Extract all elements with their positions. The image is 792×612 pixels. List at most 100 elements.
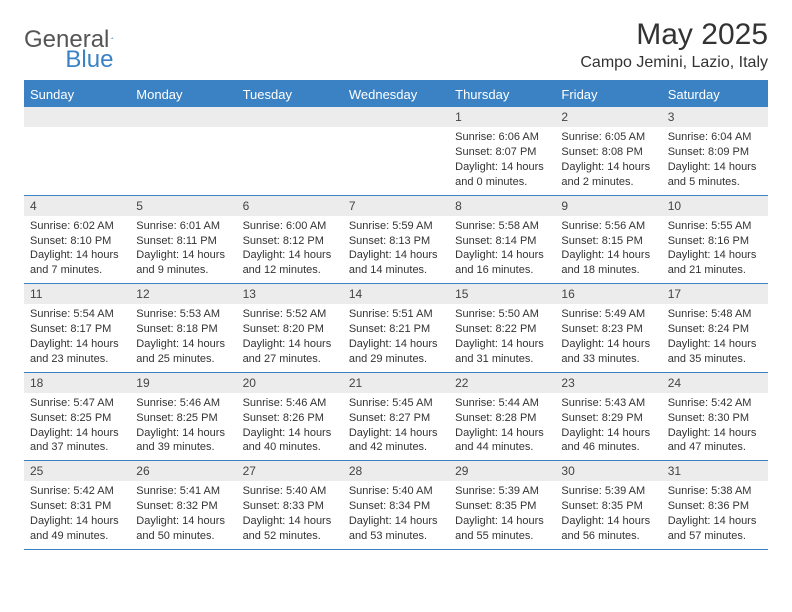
weekday-header: Thursday [449,82,555,107]
calendar-day: 4Sunrise: 6:02 AMSunset: 8:10 PMDaylight… [24,196,130,284]
day-number: 13 [237,284,343,304]
calendar-day: 30Sunrise: 5:39 AMSunset: 8:35 PMDayligh… [555,461,661,549]
calendar-day: 2Sunrise: 6:05 AMSunset: 8:08 PMDaylight… [555,107,661,195]
day-details: Sunrise: 5:42 AMSunset: 8:30 PMDaylight:… [662,393,768,460]
day-number: 8 [449,196,555,216]
calendar-day: 7Sunrise: 5:59 AMSunset: 8:13 PMDaylight… [343,196,449,284]
calendar-day: 3Sunrise: 6:04 AMSunset: 8:09 PMDaylight… [662,107,768,195]
day-details: Sunrise: 6:06 AMSunset: 8:07 PMDaylight:… [449,127,555,194]
day-number: 4 [24,196,130,216]
calendar-day: 25Sunrise: 5:42 AMSunset: 8:31 PMDayligh… [24,461,130,549]
day-number: 29 [449,461,555,481]
day-details: Sunrise: 5:38 AMSunset: 8:36 PMDaylight:… [662,481,768,548]
day-details: Sunrise: 5:50 AMSunset: 8:22 PMDaylight:… [449,304,555,371]
day-number: 30 [555,461,661,481]
sail-icon [111,28,113,48]
day-number: 7 [343,196,449,216]
day-details: Sunrise: 5:40 AMSunset: 8:34 PMDaylight:… [343,481,449,548]
day-details: Sunrise: 5:49 AMSunset: 8:23 PMDaylight:… [555,304,661,371]
calendar-day: 23Sunrise: 5:43 AMSunset: 8:29 PMDayligh… [555,373,661,461]
day-details: Sunrise: 5:45 AMSunset: 8:27 PMDaylight:… [343,393,449,460]
title-block: May 2025 Campo Jemini, Lazio, Italy [580,18,768,72]
month-title: May 2025 [580,18,768,52]
day-number: 26 [130,461,236,481]
day-number: 14 [343,284,449,304]
day-number: 23 [555,373,661,393]
calendar-day: 27Sunrise: 5:40 AMSunset: 8:33 PMDayligh… [237,461,343,549]
day-details: Sunrise: 5:43 AMSunset: 8:29 PMDaylight:… [555,393,661,460]
day-details: Sunrise: 6:02 AMSunset: 8:10 PMDaylight:… [24,216,130,283]
calendar-day: 13Sunrise: 5:52 AMSunset: 8:20 PMDayligh… [237,284,343,372]
day-number: 25 [24,461,130,481]
day-number: 22 [449,373,555,393]
weekday-header-row: Sunday Monday Tuesday Wednesday Thursday… [24,82,768,107]
day-details: Sunrise: 6:04 AMSunset: 8:09 PMDaylight:… [662,127,768,194]
calendar-day: 1Sunrise: 6:06 AMSunset: 8:07 PMDaylight… [449,107,555,195]
day-number: 5 [130,196,236,216]
calendar-day: 10Sunrise: 5:55 AMSunset: 8:16 PMDayligh… [662,196,768,284]
weekday-header: Friday [555,82,661,107]
day-number: 31 [662,461,768,481]
day-number: 2 [555,107,661,127]
calendar-week: 18Sunrise: 5:47 AMSunset: 8:25 PMDayligh… [24,373,768,462]
weekday-header: Saturday [662,82,768,107]
calendar-day: 26Sunrise: 5:41 AMSunset: 8:32 PMDayligh… [130,461,236,549]
day-details: Sunrise: 5:51 AMSunset: 8:21 PMDaylight:… [343,304,449,371]
calendar-day: 14Sunrise: 5:51 AMSunset: 8:21 PMDayligh… [343,284,449,372]
calendar-day: 6Sunrise: 6:00 AMSunset: 8:12 PMDaylight… [237,196,343,284]
calendar-day-empty [24,107,130,195]
day-details: Sunrise: 5:52 AMSunset: 8:20 PMDaylight:… [237,304,343,371]
calendar-day: 21Sunrise: 5:45 AMSunset: 8:27 PMDayligh… [343,373,449,461]
calendar-day: 8Sunrise: 5:58 AMSunset: 8:14 PMDaylight… [449,196,555,284]
day-number: 21 [343,373,449,393]
day-details: Sunrise: 5:46 AMSunset: 8:26 PMDaylight:… [237,393,343,460]
day-number: 10 [662,196,768,216]
day-number: 28 [343,461,449,481]
weekday-header: Tuesday [237,82,343,107]
brand-part2: Blue [65,46,113,74]
day-number: 24 [662,373,768,393]
day-number: 1 [449,107,555,127]
day-details: Sunrise: 5:42 AMSunset: 8:31 PMDaylight:… [24,481,130,548]
calendar-day: 12Sunrise: 5:53 AMSunset: 8:18 PMDayligh… [130,284,236,372]
calendar-day: 9Sunrise: 5:56 AMSunset: 8:15 PMDaylight… [555,196,661,284]
day-number: 16 [555,284,661,304]
location-text: Campo Jemini, Lazio, Italy [580,54,768,72]
day-number: 15 [449,284,555,304]
day-details: Sunrise: 5:53 AMSunset: 8:18 PMDaylight:… [130,304,236,371]
day-number: 17 [662,284,768,304]
calendar-day: 11Sunrise: 5:54 AMSunset: 8:17 PMDayligh… [24,284,130,372]
calendar-day: 29Sunrise: 5:39 AMSunset: 8:35 PMDayligh… [449,461,555,549]
day-number: 6 [237,196,343,216]
day-details: Sunrise: 6:01 AMSunset: 8:11 PMDaylight:… [130,216,236,283]
calendar-day: 24Sunrise: 5:42 AMSunset: 8:30 PMDayligh… [662,373,768,461]
day-details: Sunrise: 6:05 AMSunset: 8:08 PMDaylight:… [555,127,661,194]
calendar-body: 1Sunrise: 6:06 AMSunset: 8:07 PMDaylight… [24,107,768,550]
calendar-day: 22Sunrise: 5:44 AMSunset: 8:28 PMDayligh… [449,373,555,461]
brand-logo: General Blue [24,18,179,54]
calendar-day-empty [343,107,449,195]
day-details: Sunrise: 5:41 AMSunset: 8:32 PMDaylight:… [130,481,236,548]
calendar-week: 11Sunrise: 5:54 AMSunset: 8:17 PMDayligh… [24,284,768,373]
day-details: Sunrise: 5:58 AMSunset: 8:14 PMDaylight:… [449,216,555,283]
day-number: 19 [130,373,236,393]
calendar-day: 16Sunrise: 5:49 AMSunset: 8:23 PMDayligh… [555,284,661,372]
day-number: 27 [237,461,343,481]
calendar-day-empty [130,107,236,195]
calendar-week: 4Sunrise: 6:02 AMSunset: 8:10 PMDaylight… [24,196,768,285]
day-details: Sunrise: 5:44 AMSunset: 8:28 PMDaylight:… [449,393,555,460]
calendar-day: 20Sunrise: 5:46 AMSunset: 8:26 PMDayligh… [237,373,343,461]
day-details: Sunrise: 5:46 AMSunset: 8:25 PMDaylight:… [130,393,236,460]
calendar-day: 15Sunrise: 5:50 AMSunset: 8:22 PMDayligh… [449,284,555,372]
calendar-day: 17Sunrise: 5:48 AMSunset: 8:24 PMDayligh… [662,284,768,372]
weekday-header: Monday [130,82,236,107]
day-details: Sunrise: 5:55 AMSunset: 8:16 PMDaylight:… [662,216,768,283]
calendar-week: 25Sunrise: 5:42 AMSunset: 8:31 PMDayligh… [24,461,768,550]
day-details: Sunrise: 5:40 AMSunset: 8:33 PMDaylight:… [237,481,343,548]
weekday-header: Wednesday [343,82,449,107]
weekday-header: Sunday [24,82,130,107]
calendar-day: 28Sunrise: 5:40 AMSunset: 8:34 PMDayligh… [343,461,449,549]
day-number: 18 [24,373,130,393]
day-details: Sunrise: 5:39 AMSunset: 8:35 PMDaylight:… [449,481,555,548]
calendar-day: 19Sunrise: 5:46 AMSunset: 8:25 PMDayligh… [130,373,236,461]
